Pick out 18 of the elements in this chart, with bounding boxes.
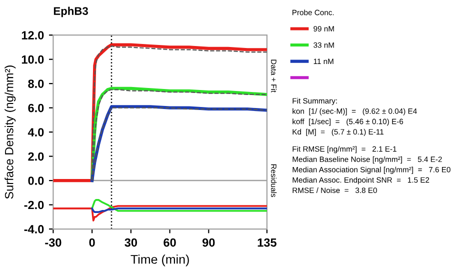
y-tick-label: 8.0: [28, 80, 44, 88]
x-tick-label: 60: [164, 238, 176, 247]
y-tick-label: -2.0: [24, 200, 44, 210]
y-tick-label: 6.0: [28, 104, 44, 112]
x-tick-label: 0: [89, 238, 95, 247]
y-tick-label: 2.0: [28, 152, 44, 161]
y-tick-label: -4.0: [24, 225, 44, 234]
x-axis-title: Time (min): [130, 254, 189, 266]
x-tick-label: 30: [124, 238, 138, 247]
y-tick-label: 0.0: [28, 176, 44, 185]
chart-title: EphB3: [54, 6, 88, 18]
y-axis-title: Surface Density (ng/mm²): [4, 66, 16, 199]
y-tick-label: 10.0: [22, 55, 44, 64]
x-tick-label: -30: [45, 238, 62, 247]
x-tick-label: 135: [258, 238, 276, 247]
x-tick-label: 90: [202, 238, 215, 247]
y-tick-label: 12.0: [22, 31, 44, 40]
y-tick-label: 4.0: [28, 128, 44, 136]
